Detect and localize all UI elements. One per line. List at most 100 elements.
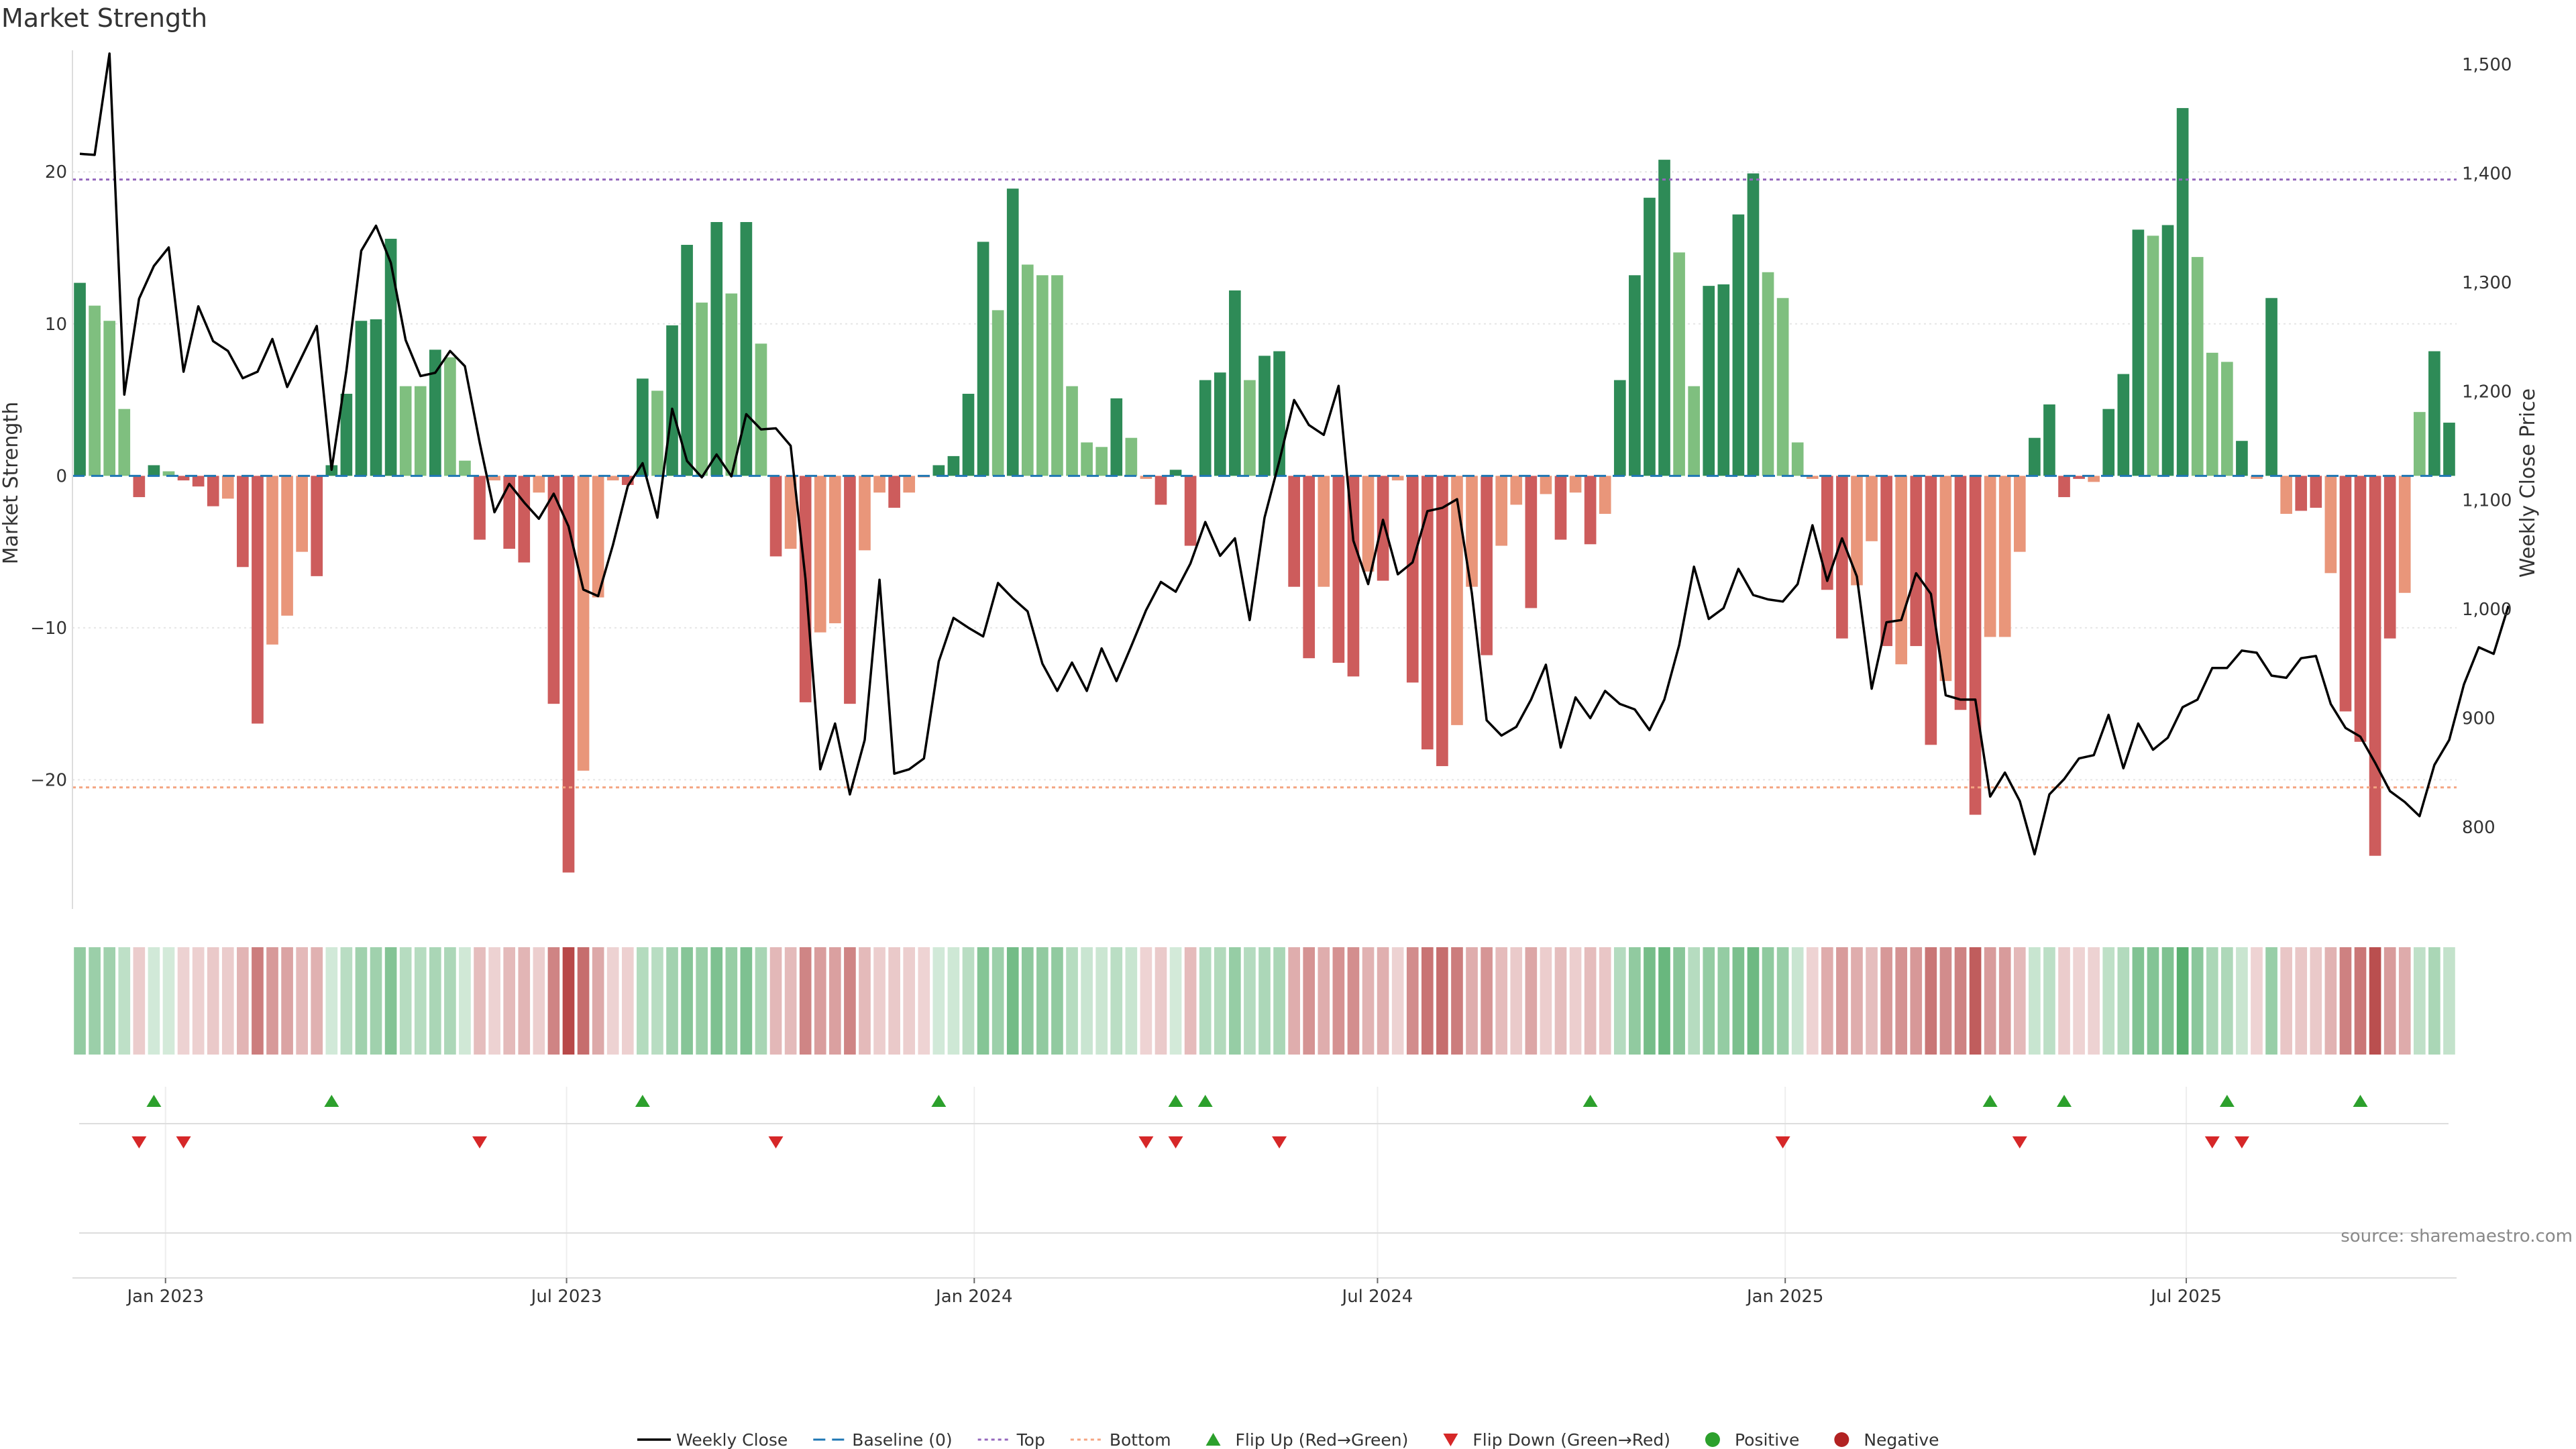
heatmap-cell xyxy=(1688,947,1700,1055)
strength-heatmap-strip xyxy=(74,947,2455,1055)
flip-markers xyxy=(79,1095,2449,1234)
legend-label: Flip Down (Green→Red) xyxy=(1472,1430,1670,1449)
legend-swatch xyxy=(1205,1433,1221,1446)
heatmap-cell xyxy=(2280,947,2292,1055)
strength-bar xyxy=(2088,476,2100,482)
strength-bar xyxy=(592,476,604,598)
heatmap-cell xyxy=(311,947,323,1055)
strength-bar xyxy=(947,455,960,476)
heatmap-cell xyxy=(1051,947,1063,1055)
strength-bar xyxy=(1776,298,1789,476)
heatmap-cell xyxy=(1244,947,1256,1055)
heatmap-cell xyxy=(2102,947,2115,1055)
flip-down-marker xyxy=(1272,1136,1287,1148)
y2-tick-label: 1,400 xyxy=(2462,164,2512,184)
heatmap-cell xyxy=(2324,947,2337,1055)
strength-bar xyxy=(1051,275,1063,476)
heatmap-cell xyxy=(2191,947,2204,1055)
heatmap-cell xyxy=(355,947,368,1055)
y-tick-label: 0 xyxy=(56,466,67,486)
strength-bar xyxy=(1303,476,1316,659)
heatmap-cell xyxy=(666,947,678,1055)
heatmap-cell xyxy=(1258,947,1271,1055)
strength-bar xyxy=(784,476,797,549)
heatmap-cell xyxy=(1066,947,1078,1055)
heatmap-cell xyxy=(1095,947,1108,1055)
y2-tick-label: 1,000 xyxy=(2462,600,2512,620)
heatmap-cell xyxy=(1569,947,1582,1055)
heatmap-cell xyxy=(1925,947,1937,1055)
flip-up-marker xyxy=(146,1095,162,1107)
flip-up-marker xyxy=(1582,1095,1598,1107)
strength-bar xyxy=(340,394,353,476)
heatmap-cell xyxy=(296,947,308,1055)
strength-bar xyxy=(444,357,456,476)
legend-label: Top xyxy=(1016,1430,1045,1449)
heatmap-cell xyxy=(237,947,249,1055)
x-axis: Jan 2023 Jul 2023 Jan 2024 Jul 2024 Jan 2025… xyxy=(72,1277,2457,1307)
x-tick-label: Jul 2024 xyxy=(1341,1287,1413,1307)
flip-down-marker xyxy=(472,1136,488,1148)
flip-up-marker xyxy=(2353,1095,2368,1107)
strength-bar xyxy=(1866,476,1878,541)
heatmap-cell xyxy=(266,947,278,1055)
flip-up-marker xyxy=(635,1095,650,1107)
strength-bar xyxy=(1554,476,1567,540)
strength-bar xyxy=(281,476,293,616)
flip-down-marker xyxy=(131,1136,147,1148)
heatmap-cell xyxy=(696,947,708,1055)
heatmap-cell xyxy=(2043,947,2055,1055)
strength-bar xyxy=(1584,476,1597,545)
strength-bar xyxy=(1229,290,1241,476)
strength-bar xyxy=(311,476,323,576)
flip-down-marker xyxy=(1775,1136,1790,1148)
heatmap-cell xyxy=(399,947,412,1055)
heatmap-cell xyxy=(725,947,738,1055)
strength-bar xyxy=(177,476,190,481)
strength-bar xyxy=(2428,351,2440,476)
flip-down-marker xyxy=(2012,1136,2027,1148)
strength-bar xyxy=(2369,476,2381,856)
heatmap-cell xyxy=(2058,947,2070,1055)
strength-bar xyxy=(89,305,101,476)
strength-bar xyxy=(1821,476,1833,590)
reference-lines xyxy=(72,178,2457,789)
heatmap-cell xyxy=(148,947,160,1055)
heatmap-cell xyxy=(873,947,885,1055)
heatmap-cell xyxy=(814,947,826,1055)
strength-bar xyxy=(1525,476,1538,608)
strength-bar xyxy=(1110,398,1123,476)
heatmap-cell xyxy=(177,947,190,1055)
strength-bar xyxy=(1436,476,1448,767)
legend-swatch xyxy=(1705,1432,1720,1447)
heatmap-cell xyxy=(2013,947,2026,1055)
heatmap-cell xyxy=(2383,947,2396,1055)
strength-bar xyxy=(681,244,693,476)
heatmap-cell xyxy=(1332,947,1345,1055)
flip-down-marker xyxy=(176,1136,191,1148)
heatmap-cell xyxy=(1613,947,1626,1055)
strength-bar xyxy=(2102,409,2115,476)
heatmap-cell xyxy=(547,947,560,1055)
flip-down-marker xyxy=(2204,1136,2220,1148)
strength-bar xyxy=(577,476,590,771)
heatmap-cell xyxy=(592,947,604,1055)
flip-down-marker xyxy=(1168,1136,1183,1148)
heatmap-cell xyxy=(932,947,945,1055)
strength-bar xyxy=(237,476,249,568)
heatmap-cell xyxy=(281,947,293,1055)
heatmap-cell xyxy=(2413,947,2426,1055)
strength-bar xyxy=(888,476,900,508)
strength-bar xyxy=(2295,476,2308,511)
strength-bar xyxy=(547,476,560,704)
strength-bar xyxy=(1717,284,1730,476)
heatmap-cell xyxy=(991,947,1004,1055)
strength-bar xyxy=(1140,476,1152,479)
strength-bar xyxy=(399,386,412,476)
strength-bar xyxy=(2161,225,2174,476)
heatmap-cell xyxy=(1703,947,1715,1055)
strength-bar xyxy=(1288,476,1300,587)
y2-tick-label: 800 xyxy=(2462,818,2496,838)
heatmap-cell xyxy=(1658,947,1670,1055)
